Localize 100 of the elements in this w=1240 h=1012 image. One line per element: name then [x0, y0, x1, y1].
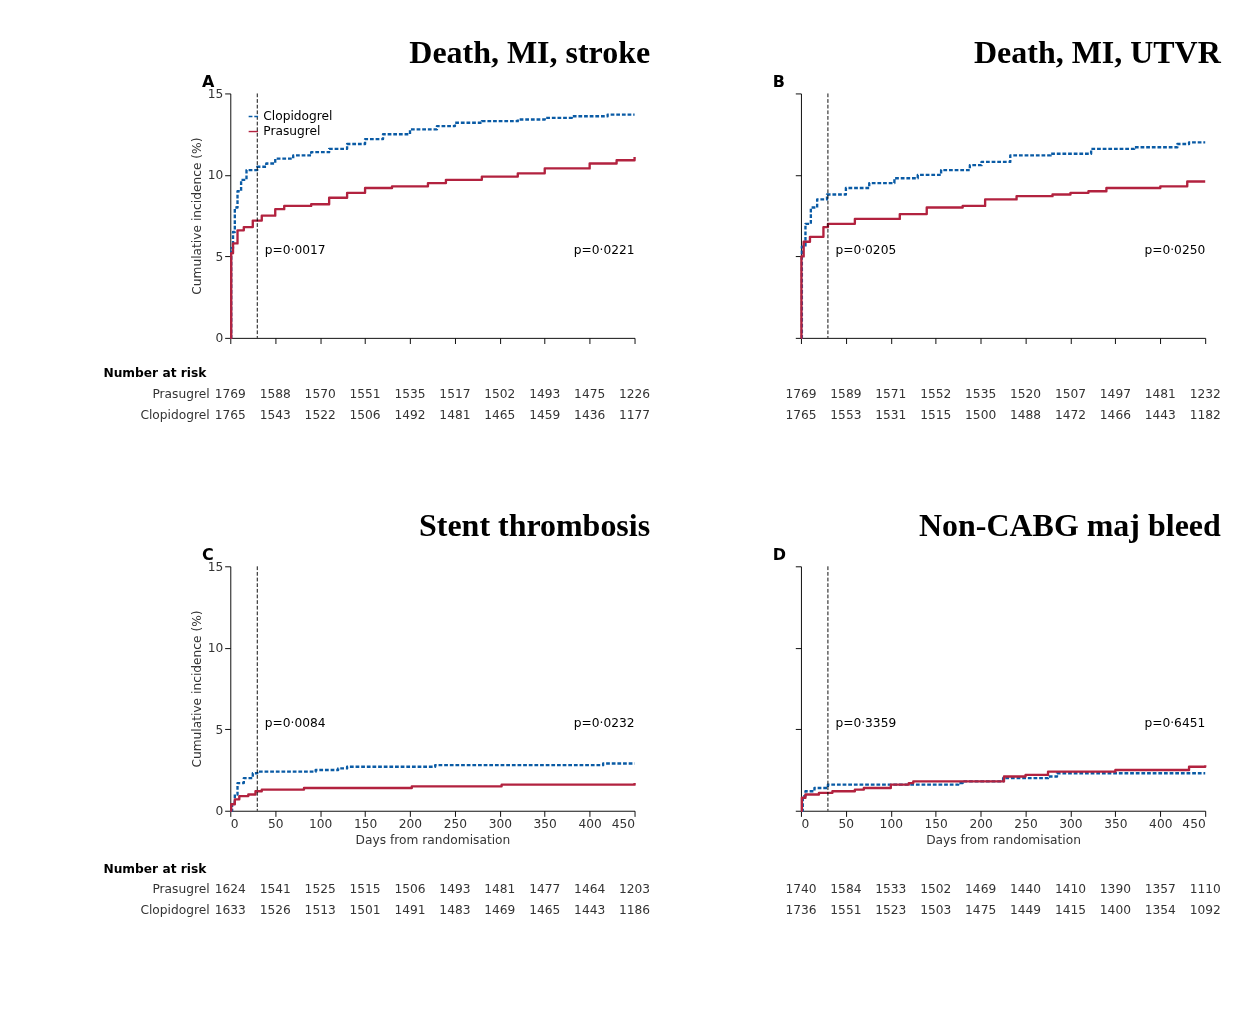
- x-tick-label: 0: [801, 817, 810, 832]
- x-tick-label: 100: [879, 817, 903, 832]
- annotation: p=0·0017: [264, 242, 326, 257]
- text: 1357: [1144, 882, 1176, 897]
- text: 1507: [1054, 387, 1087, 402]
- text: 1477: [529, 882, 561, 897]
- legend-label: Prasugrel: [263, 124, 321, 139]
- text: 1589: [830, 387, 862, 402]
- text: 1475: [965, 903, 997, 918]
- y-tick-label: 10: [207, 641, 224, 656]
- text: 1633: [214, 903, 246, 918]
- x-tick-label: 100: [308, 817, 333, 832]
- text: 1551: [349, 387, 381, 402]
- chart-title: Non-CABG maj bleed: [918, 508, 1221, 544]
- annotation: p=0·3359: [835, 715, 897, 730]
- text: Number at risk: [103, 861, 208, 876]
- text: 1553: [830, 407, 862, 422]
- text: 1588: [259, 387, 291, 402]
- x-tick-label: 300: [1059, 817, 1083, 832]
- x-axis-title: Days from randomisation: [926, 833, 1081, 848]
- text: 1570: [304, 387, 336, 402]
- text: 1443: [574, 903, 606, 918]
- text: 1520: [1010, 387, 1042, 402]
- text: 1497: [1099, 387, 1131, 402]
- text: 1390: [1099, 882, 1131, 897]
- text: 1226: [619, 387, 651, 402]
- text: 1464: [574, 882, 606, 897]
- text: 1533: [875, 882, 907, 897]
- text: D: [772, 544, 787, 564]
- text: 1186: [619, 903, 651, 918]
- text: 1502: [920, 882, 952, 897]
- text: 1465: [529, 903, 561, 918]
- text: 1481: [439, 407, 471, 422]
- text: 1522: [304, 407, 336, 422]
- text: 1531: [875, 407, 907, 422]
- y-axis-title: Cumulative incidence (%): [190, 610, 205, 768]
- y-tick-label: 5: [215, 249, 224, 264]
- text: 1472: [1054, 407, 1087, 422]
- text: 1443: [1144, 407, 1176, 422]
- text: 1525: [304, 882, 336, 897]
- text: 1493: [529, 387, 561, 402]
- text: 1523: [875, 903, 907, 918]
- text: 1769: [214, 387, 246, 402]
- x-tick-label: 200: [969, 817, 993, 832]
- text: 1584: [830, 882, 862, 897]
- text: 1526: [259, 903, 291, 918]
- text: 1500: [965, 407, 997, 422]
- text: 1765: [214, 407, 246, 422]
- annotation: p=0·0084: [264, 715, 326, 730]
- text: 1552: [920, 387, 952, 402]
- text: 1092: [1189, 903, 1221, 918]
- text: 1506: [394, 882, 426, 897]
- text: 1517: [439, 387, 471, 402]
- text: 1110: [1189, 882, 1221, 897]
- text: 1475: [574, 387, 606, 402]
- y-tick-label: 15: [207, 86, 224, 101]
- text: 1400: [1099, 903, 1131, 918]
- x-tick-label: 150: [353, 817, 378, 832]
- x-tick-label: 450: [1182, 817, 1206, 832]
- text: 1571: [875, 387, 907, 402]
- text: 1491: [394, 903, 426, 918]
- text: 1492: [394, 407, 426, 422]
- text: 1541: [259, 882, 291, 897]
- x-tick-label: 0: [230, 817, 239, 832]
- x-tick-label: 300: [488, 817, 512, 832]
- text: 1493: [439, 882, 471, 897]
- text: 1502: [484, 387, 516, 402]
- annotation: p=0·6451: [1144, 715, 1206, 730]
- text: 1232: [1189, 387, 1221, 402]
- x-tick-label: 50: [267, 817, 284, 832]
- text: 1503: [920, 903, 952, 918]
- x-tick-label: 450: [611, 817, 636, 832]
- y-tick-label: 5: [215, 722, 224, 737]
- text: 1440: [1010, 882, 1042, 897]
- text: 1354: [1144, 903, 1177, 918]
- text: 1483: [439, 903, 471, 918]
- text: 1506: [349, 407, 381, 422]
- text: 1765: [785, 407, 817, 422]
- annotation: p=0·0232: [573, 715, 635, 730]
- annotation: p=0·0205: [835, 242, 897, 257]
- text: 1177: [619, 407, 651, 422]
- x-tick-label: 400: [578, 817, 602, 832]
- annotation: p=0·0250: [1144, 242, 1206, 257]
- legend-label: Clopidogrel: [263, 109, 333, 124]
- text: 1513: [304, 903, 336, 918]
- text: Clopidogrel: [140, 407, 210, 422]
- text: 1459: [529, 407, 561, 422]
- chart-title: Stent thrombosis: [419, 508, 651, 544]
- annotation: p=0·0221: [573, 242, 635, 257]
- text: 1624: [214, 882, 247, 897]
- text: Number at risk: [103, 366, 208, 381]
- text: 1488: [1010, 407, 1042, 422]
- chart-title: Death, MI, UTVR: [974, 35, 1222, 71]
- text: Clopidogrel: [140, 903, 210, 918]
- x-tick-label: 350: [1104, 817, 1128, 832]
- text: 1515: [920, 407, 952, 422]
- text: 1501: [349, 903, 381, 918]
- x-tick-label: 200: [398, 817, 423, 832]
- y-axis-title: Cumulative incidence (%): [190, 137, 205, 295]
- text: 1436: [574, 407, 606, 422]
